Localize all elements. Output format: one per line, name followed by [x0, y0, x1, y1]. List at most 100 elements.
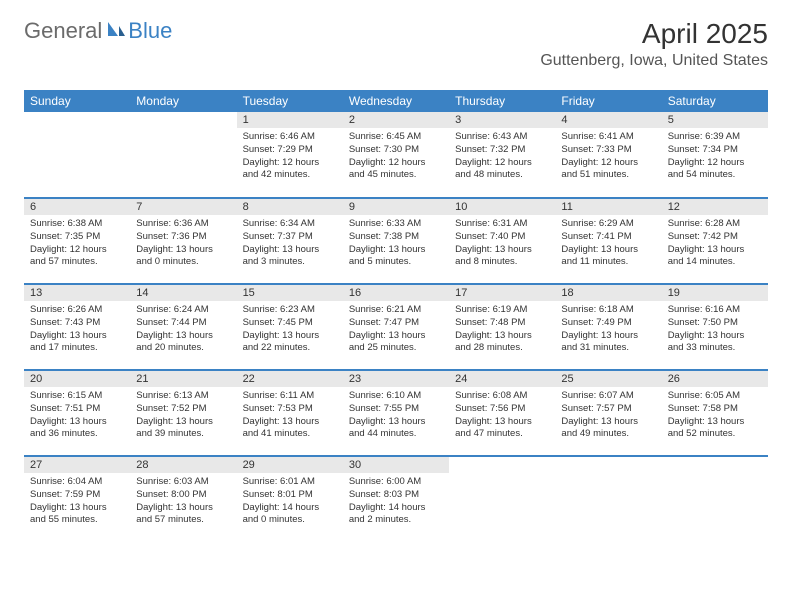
- day-number: 4: [555, 112, 661, 128]
- day-content: Sunrise: 6:23 AMSunset: 7:45 PMDaylight:…: [237, 301, 343, 359]
- calendar-day-cell: 27Sunrise: 6:04 AMSunset: 7:59 PMDayligh…: [24, 456, 130, 542]
- day-content: Sunrise: 6:21 AMSunset: 7:47 PMDaylight:…: [343, 301, 449, 359]
- day-number: 25: [555, 371, 661, 387]
- day-number: 14: [130, 285, 236, 301]
- day-content: Sunrise: 6:11 AMSunset: 7:53 PMDaylight:…: [237, 387, 343, 445]
- calendar-day-cell: 1Sunrise: 6:46 AMSunset: 7:29 PMDaylight…: [237, 112, 343, 198]
- calendar-day-cell: 29Sunrise: 6:01 AMSunset: 8:01 PMDayligh…: [237, 456, 343, 542]
- calendar-empty-cell: [555, 456, 661, 542]
- day-number: 11: [555, 199, 661, 215]
- day-number: 8: [237, 199, 343, 215]
- day-content: Sunrise: 6:04 AMSunset: 7:59 PMDaylight:…: [24, 473, 130, 531]
- calendar-day-cell: 11Sunrise: 6:29 AMSunset: 7:41 PMDayligh…: [555, 198, 661, 284]
- weekday-header: Saturday: [662, 90, 768, 112]
- weekday-header: Sunday: [24, 90, 130, 112]
- calendar-day-cell: 12Sunrise: 6:28 AMSunset: 7:42 PMDayligh…: [662, 198, 768, 284]
- calendar-day-cell: 14Sunrise: 6:24 AMSunset: 7:44 PMDayligh…: [130, 284, 236, 370]
- calendar-empty-cell: [662, 456, 768, 542]
- day-content: Sunrise: 6:46 AMSunset: 7:29 PMDaylight:…: [237, 128, 343, 186]
- day-number: 17: [449, 285, 555, 301]
- day-number: 28: [130, 457, 236, 473]
- calendar-day-cell: 7Sunrise: 6:36 AMSunset: 7:36 PMDaylight…: [130, 198, 236, 284]
- day-number: 18: [555, 285, 661, 301]
- calendar-day-cell: 9Sunrise: 6:33 AMSunset: 7:38 PMDaylight…: [343, 198, 449, 284]
- day-content: Sunrise: 6:26 AMSunset: 7:43 PMDaylight:…: [24, 301, 130, 359]
- day-number: 29: [237, 457, 343, 473]
- weekday-header: Wednesday: [343, 90, 449, 112]
- day-content: Sunrise: 6:31 AMSunset: 7:40 PMDaylight:…: [449, 215, 555, 273]
- day-content: Sunrise: 6:33 AMSunset: 7:38 PMDaylight:…: [343, 215, 449, 273]
- calendar-day-cell: 2Sunrise: 6:45 AMSunset: 7:30 PMDaylight…: [343, 112, 449, 198]
- weekday-header: Tuesday: [237, 90, 343, 112]
- logo-sail-icon: [106, 20, 126, 43]
- weekday-header: Friday: [555, 90, 661, 112]
- day-content: Sunrise: 6:29 AMSunset: 7:41 PMDaylight:…: [555, 215, 661, 273]
- day-content: Sunrise: 6:36 AMSunset: 7:36 PMDaylight:…: [130, 215, 236, 273]
- day-content: Sunrise: 6:43 AMSunset: 7:32 PMDaylight:…: [449, 128, 555, 186]
- day-content: Sunrise: 6:10 AMSunset: 7:55 PMDaylight:…: [343, 387, 449, 445]
- day-content: Sunrise: 6:08 AMSunset: 7:56 PMDaylight:…: [449, 387, 555, 445]
- day-number: 5: [662, 112, 768, 128]
- day-number: 21: [130, 371, 236, 387]
- calendar-day-cell: 18Sunrise: 6:18 AMSunset: 7:49 PMDayligh…: [555, 284, 661, 370]
- day-number: 13: [24, 285, 130, 301]
- calendar-row: 6Sunrise: 6:38 AMSunset: 7:35 PMDaylight…: [24, 198, 768, 284]
- day-number: 1: [237, 112, 343, 128]
- calendar-empty-cell: [130, 112, 236, 198]
- calendar-day-cell: 3Sunrise: 6:43 AMSunset: 7:32 PMDaylight…: [449, 112, 555, 198]
- day-number: 9: [343, 199, 449, 215]
- calendar-body: 1Sunrise: 6:46 AMSunset: 7:29 PMDaylight…: [24, 112, 768, 542]
- calendar-day-cell: 24Sunrise: 6:08 AMSunset: 7:56 PMDayligh…: [449, 370, 555, 456]
- day-number: 3: [449, 112, 555, 128]
- day-number: 24: [449, 371, 555, 387]
- day-content: Sunrise: 6:28 AMSunset: 7:42 PMDaylight:…: [662, 215, 768, 273]
- day-number: 26: [662, 371, 768, 387]
- day-number: 22: [237, 371, 343, 387]
- calendar-day-cell: 26Sunrise: 6:05 AMSunset: 7:58 PMDayligh…: [662, 370, 768, 456]
- calendar-row: 20Sunrise: 6:15 AMSunset: 7:51 PMDayligh…: [24, 370, 768, 456]
- calendar-empty-cell: [449, 456, 555, 542]
- day-content: Sunrise: 6:19 AMSunset: 7:48 PMDaylight:…: [449, 301, 555, 359]
- calendar-table: SundayMondayTuesdayWednesdayThursdayFrid…: [24, 90, 768, 542]
- calendar-day-cell: 6Sunrise: 6:38 AMSunset: 7:35 PMDaylight…: [24, 198, 130, 284]
- header: General Blue April 2025 Guttenberg, Iowa…: [0, 0, 792, 78]
- location-text: Guttenberg, Iowa, United States: [540, 52, 768, 70]
- day-content: Sunrise: 6:01 AMSunset: 8:01 PMDaylight:…: [237, 473, 343, 531]
- day-content: Sunrise: 6:05 AMSunset: 7:58 PMDaylight:…: [662, 387, 768, 445]
- calendar-day-cell: 22Sunrise: 6:11 AMSunset: 7:53 PMDayligh…: [237, 370, 343, 456]
- calendar-day-cell: 19Sunrise: 6:16 AMSunset: 7:50 PMDayligh…: [662, 284, 768, 370]
- calendar-day-cell: 28Sunrise: 6:03 AMSunset: 8:00 PMDayligh…: [130, 456, 236, 542]
- day-number: 10: [449, 199, 555, 215]
- calendar-row: 1Sunrise: 6:46 AMSunset: 7:29 PMDaylight…: [24, 112, 768, 198]
- day-content: Sunrise: 6:16 AMSunset: 7:50 PMDaylight:…: [662, 301, 768, 359]
- calendar-empty-cell: [24, 112, 130, 198]
- calendar-row: 13Sunrise: 6:26 AMSunset: 7:43 PMDayligh…: [24, 284, 768, 370]
- day-number: 30: [343, 457, 449, 473]
- logo-text-general: General: [24, 18, 102, 44]
- day-number: 15: [237, 285, 343, 301]
- page-title: April 2025: [540, 18, 768, 50]
- day-content: Sunrise: 6:13 AMSunset: 7:52 PMDaylight:…: [130, 387, 236, 445]
- weekday-header-row: SundayMondayTuesdayWednesdayThursdayFrid…: [24, 90, 768, 112]
- weekday-header: Monday: [130, 90, 236, 112]
- day-content: Sunrise: 6:03 AMSunset: 8:00 PMDaylight:…: [130, 473, 236, 531]
- day-number: 2: [343, 112, 449, 128]
- day-content: Sunrise: 6:18 AMSunset: 7:49 PMDaylight:…: [555, 301, 661, 359]
- day-number: 23: [343, 371, 449, 387]
- day-number: 27: [24, 457, 130, 473]
- day-content: Sunrise: 6:45 AMSunset: 7:30 PMDaylight:…: [343, 128, 449, 186]
- calendar-row: 27Sunrise: 6:04 AMSunset: 7:59 PMDayligh…: [24, 456, 768, 542]
- day-content: Sunrise: 6:24 AMSunset: 7:44 PMDaylight:…: [130, 301, 236, 359]
- day-content: Sunrise: 6:07 AMSunset: 7:57 PMDaylight:…: [555, 387, 661, 445]
- calendar-day-cell: 21Sunrise: 6:13 AMSunset: 7:52 PMDayligh…: [130, 370, 236, 456]
- day-number: 20: [24, 371, 130, 387]
- calendar-day-cell: 15Sunrise: 6:23 AMSunset: 7:45 PMDayligh…: [237, 284, 343, 370]
- day-content: Sunrise: 6:41 AMSunset: 7:33 PMDaylight:…: [555, 128, 661, 186]
- calendar-day-cell: 17Sunrise: 6:19 AMSunset: 7:48 PMDayligh…: [449, 284, 555, 370]
- day-number: 6: [24, 199, 130, 215]
- day-content: Sunrise: 6:38 AMSunset: 7:35 PMDaylight:…: [24, 215, 130, 273]
- calendar-day-cell: 4Sunrise: 6:41 AMSunset: 7:33 PMDaylight…: [555, 112, 661, 198]
- calendar-day-cell: 30Sunrise: 6:00 AMSunset: 8:03 PMDayligh…: [343, 456, 449, 542]
- day-number: 19: [662, 285, 768, 301]
- calendar-day-cell: 20Sunrise: 6:15 AMSunset: 7:51 PMDayligh…: [24, 370, 130, 456]
